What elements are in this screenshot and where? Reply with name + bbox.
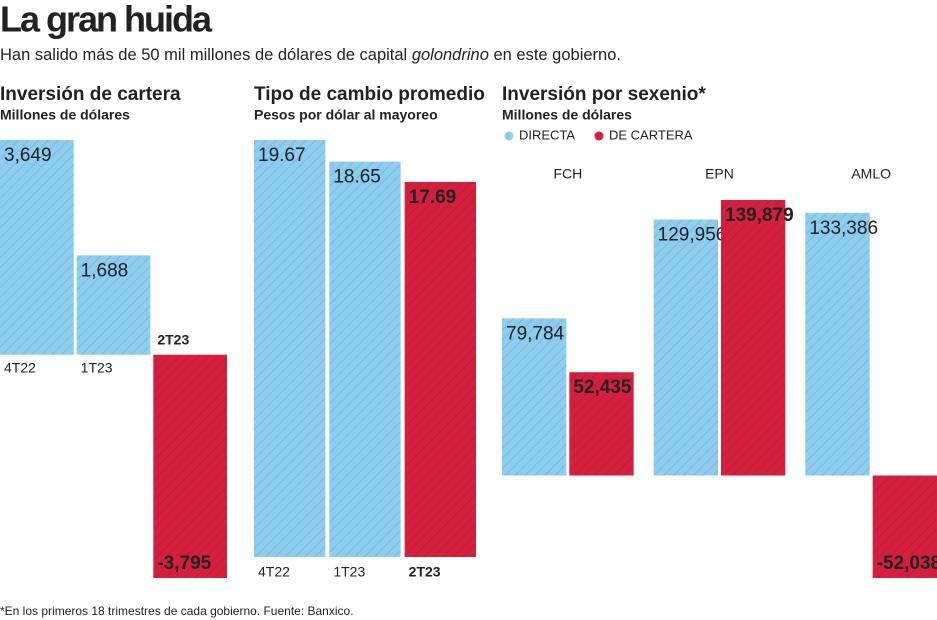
bar: [254, 140, 326, 557]
category-label: AMLO: [851, 166, 891, 182]
category-label: 2T23: [409, 564, 441, 580]
value-label: 17.69: [409, 187, 457, 208]
value-label: 3,649: [4, 145, 52, 166]
legend-marker: [504, 131, 514, 141]
legend-label: DIRECTA: [519, 127, 575, 142]
chart-title: Inversión de cartera: [0, 84, 181, 105]
bar: [569, 372, 634, 476]
value-label: 1,688: [81, 260, 129, 281]
chart-subtitle: Pesos por dólar al mayoreo: [254, 107, 438, 123]
value-label: 18.65: [333, 167, 381, 188]
chart-subtitle: Millones de dólares: [0, 107, 130, 123]
category-label: 2T23: [157, 331, 189, 347]
footnote: *En los primeros 18 trimestres de cada g…: [0, 604, 354, 618]
category-label: EPN: [705, 166, 734, 182]
legend-label: DE CARTERA: [609, 127, 693, 142]
value-label: -52,038: [877, 553, 937, 574]
category-label: 4T22: [258, 564, 290, 580]
bar: [653, 219, 718, 476]
page-subtitle: Han salido más de 50 mil millones de dól…: [0, 46, 621, 64]
bar: [805, 212, 870, 476]
bar: [404, 181, 476, 558]
value-label: 129,956: [658, 225, 727, 246]
value-label: 139,879: [725, 205, 794, 226]
bar: [153, 354, 227, 578]
page-title: La gran huida: [0, 0, 213, 40]
category-label: 1T23: [333, 564, 365, 580]
category-label: FCH: [553, 166, 582, 182]
bar: [0, 140, 74, 355]
bar: [76, 255, 151, 355]
bar: [502, 318, 567, 476]
category-label: 4T22: [4, 359, 36, 375]
value-label: 79,784: [506, 323, 565, 344]
bar: [329, 161, 401, 558]
category-label: 1T23: [81, 359, 113, 375]
bar: [872, 475, 937, 578]
chart-title: Tipo de cambio promedio: [254, 84, 485, 105]
value-label: 19.67: [258, 145, 306, 166]
subtitle-part: en este gobierno.: [489, 46, 621, 64]
chart-subtitle: Millones de dólares: [502, 107, 632, 123]
subtitle-part: golondrino: [412, 46, 489, 64]
value-label: 133,386: [809, 218, 878, 239]
value-label: 52,435: [573, 377, 632, 398]
subtitle-part: Han salido más de 50 mil millones de dól…: [0, 46, 412, 64]
value-label: -3,795: [157, 553, 211, 574]
chart-title: Inversión por sexenio*: [502, 84, 706, 105]
legend-marker: [594, 131, 604, 141]
bar: [721, 200, 786, 476]
